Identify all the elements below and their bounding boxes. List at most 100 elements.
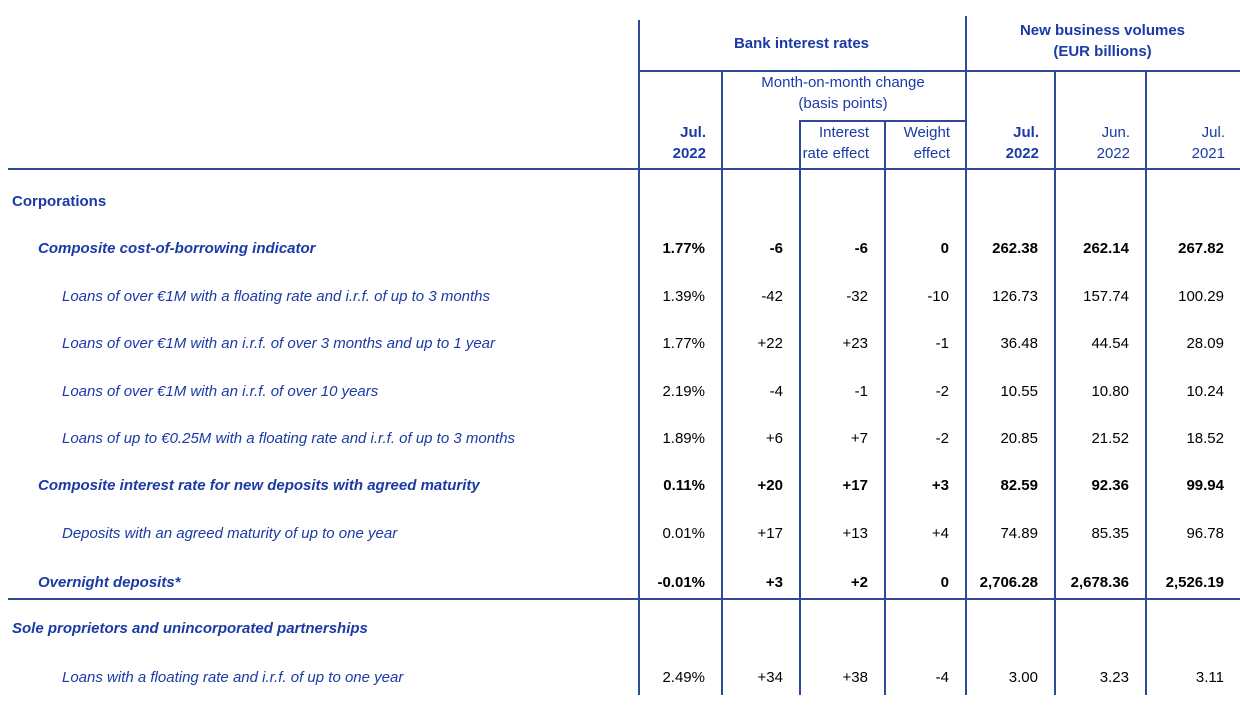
weight-effect-value: -10	[927, 288, 949, 305]
interest-rate-effect-value: +17	[842, 477, 868, 494]
row-label: Loans of up to €0.25M with a floating ra…	[62, 430, 516, 447]
volume-jul2021-value: 10.24	[1186, 383, 1224, 400]
gridline-vertical-volumes-left	[965, 16, 967, 695]
new-business-volumes-header: New business volumes (EUR billions)	[1019, 22, 1186, 60]
col-header-rates-jul-2022: Jul. 2022	[672, 124, 706, 162]
gridline-vertical-change	[721, 70, 723, 695]
gridline-vertical-jun2022	[1054, 70, 1056, 695]
interest-rate-effect-value: -1	[854, 383, 868, 400]
volume-jun2022-value: 2,678.36	[1070, 574, 1129, 591]
row-label: Corporations	[12, 193, 107, 210]
mom-change-value: -42	[761, 288, 783, 305]
mom-change-value: +3	[765, 574, 783, 591]
table-row-sole-proprietors: Sole proprietors and unincorporated part…	[0, 619, 1240, 641]
volume-jun2022-value: 3.23	[1099, 669, 1129, 686]
interest-rate-effect-value: +7	[850, 430, 868, 447]
interest-rate-effect-value: -6	[854, 240, 868, 257]
row-label: Composite cost-of-borrowing indicator	[38, 240, 316, 257]
volume-jul2022-value: 126.73	[992, 288, 1038, 305]
mom-change-value: +22	[757, 335, 783, 352]
volume-jul2021-value: 99.94	[1186, 477, 1224, 494]
volume-jun2022-value: 10.80	[1091, 383, 1129, 400]
gridline-vertical-jul2021	[1145, 70, 1147, 695]
volume-jul2022-value: 3.00	[1008, 669, 1038, 686]
volume-jun2022-value: 44.54	[1091, 335, 1129, 352]
volume-jul2022-value: 10.55	[1000, 383, 1038, 400]
weight-effect-value: 0	[940, 574, 949, 591]
mom-change-value: +34	[757, 669, 783, 686]
row-label: Loans with a floating rate and i.r.f. of…	[62, 669, 404, 686]
rate-value: 0.01%	[662, 525, 705, 542]
mom-change-value: +6	[765, 430, 783, 447]
volume-jul2022-value: 262.38	[992, 240, 1038, 257]
rate-value: 2.19%	[662, 383, 705, 400]
interest-rate-effect-value: +38	[842, 669, 868, 686]
volume-jun2022-value: 262.14	[1083, 240, 1129, 257]
volume-jul2022-value: 82.59	[1000, 477, 1038, 494]
volume-jul2022-value: 20.85	[1000, 430, 1038, 447]
col-header-volumes-jun-2022: Jun. 2022	[1096, 124, 1130, 162]
weight-effect-value: -2	[935, 383, 949, 400]
rate-value: -0.01%	[657, 574, 705, 591]
rate-value: 2.49%	[662, 669, 705, 686]
volume-jun2022-value: 157.74	[1083, 288, 1129, 305]
table-row-corporations: Corporations	[0, 192, 1240, 214]
volume-jul2021-value: 18.52	[1186, 430, 1224, 447]
row-label: Sole proprietors and unincorporated part…	[12, 620, 368, 637]
gridline-vertical-rates-left	[638, 20, 640, 695]
interest-rate-effect-value: +13	[842, 525, 868, 542]
table-row-loans-over-1m-over-10yr: Loans of over €1M with an i.r.f. of over…	[0, 382, 1240, 404]
table-row-loans-over-1m-floating: Loans of over €1M with a floating rate a…	[0, 287, 1240, 309]
weight-effect-value: +3	[931, 477, 949, 494]
col-header-weight-effect: Weight effect	[903, 124, 950, 162]
interest-rate-effect-value: +23	[842, 335, 868, 352]
weight-effect-value: -4	[935, 669, 949, 686]
weight-effect-value: -2	[935, 430, 949, 447]
row-label: Loans of over €1M with a floating rate a…	[62, 288, 491, 305]
weight-effect-value: 0	[940, 240, 949, 257]
table-row-overnight-deposits: Overnight deposits* -0.01% +3 +2 0 2,706…	[0, 573, 1240, 595]
mom-change-value: -6	[769, 240, 783, 257]
interest-rate-effect-value: -32	[846, 288, 868, 305]
volume-jul2021-value: 3.11	[1195, 669, 1224, 686]
rate-value: 1.39%	[662, 288, 705, 305]
row-label: Composite interest rate for new deposits…	[38, 477, 480, 494]
row-label: Deposits with an agreed maturity of up t…	[62, 525, 398, 542]
rate-value: 1.89%	[662, 430, 705, 447]
col-header-volumes-jul-2022: Jul. 2022	[1005, 124, 1039, 162]
rate-value: 1.77%	[662, 335, 705, 352]
volume-jul2021-value: 28.09	[1186, 335, 1224, 352]
volume-jun2022-value: 85.35	[1091, 525, 1129, 542]
rate-value: 0.11%	[663, 477, 705, 494]
table-row-composite-deposit-rate: Composite interest rate for new deposits…	[0, 476, 1240, 498]
volume-jul2022-value: 74.89	[1000, 525, 1038, 542]
volume-jul2021-value: 2,526.19	[1165, 574, 1224, 591]
interest-rate-effect-value: +2	[850, 574, 868, 591]
table-row-loans-floating-one-year: Loans with a floating rate and i.r.f. of…	[0, 668, 1240, 690]
mom-change-value: +17	[757, 525, 783, 542]
volume-jul2021-value: 96.78	[1186, 525, 1224, 542]
gridline-vertical-interest-effect	[799, 120, 801, 695]
volume-jul2021-value: 267.82	[1178, 240, 1224, 257]
gridline-effect-box-top	[799, 120, 967, 122]
bank-interest-rates-header: Bank interest rates	[733, 35, 870, 52]
table-row-deposits-up-to-one-year: Deposits with an agreed maturity of up t…	[0, 524, 1240, 546]
col-header-volumes-jul-2021: Jul. 2021	[1191, 124, 1225, 162]
row-label: Overnight deposits*	[38, 574, 181, 591]
gridline-under-group-headers	[638, 70, 1240, 72]
gridline-header-separator	[8, 168, 1240, 170]
table-row-loans-over-1m-3mo-1yr: Loans of over €1M with an i.r.f. of over…	[0, 334, 1240, 356]
month-on-month-change-header: Month-on-month change (basis points)	[761, 74, 925, 112]
volume-jun2022-value: 92.36	[1091, 477, 1129, 494]
volume-jul2022-value: 36.48	[1000, 335, 1038, 352]
weight-effect-value: -1	[935, 335, 949, 352]
table-row-composite-cost-of-borrowing: Composite cost-of-borrowing indicator 1.…	[0, 239, 1240, 261]
mom-change-value: -4	[769, 383, 783, 400]
row-label: Loans of over €1M with an i.r.f. of over…	[62, 383, 379, 400]
col-header-interest-rate-effect: Interest rate effect	[802, 124, 869, 162]
gridline-section-separator	[8, 598, 1240, 600]
volume-jul2022-value: 2,706.28	[979, 574, 1038, 591]
weight-effect-value: +4	[931, 525, 949, 542]
row-label: Loans of over €1M with an i.r.f. of over…	[62, 335, 496, 352]
volume-jun2022-value: 21.52	[1091, 430, 1129, 447]
